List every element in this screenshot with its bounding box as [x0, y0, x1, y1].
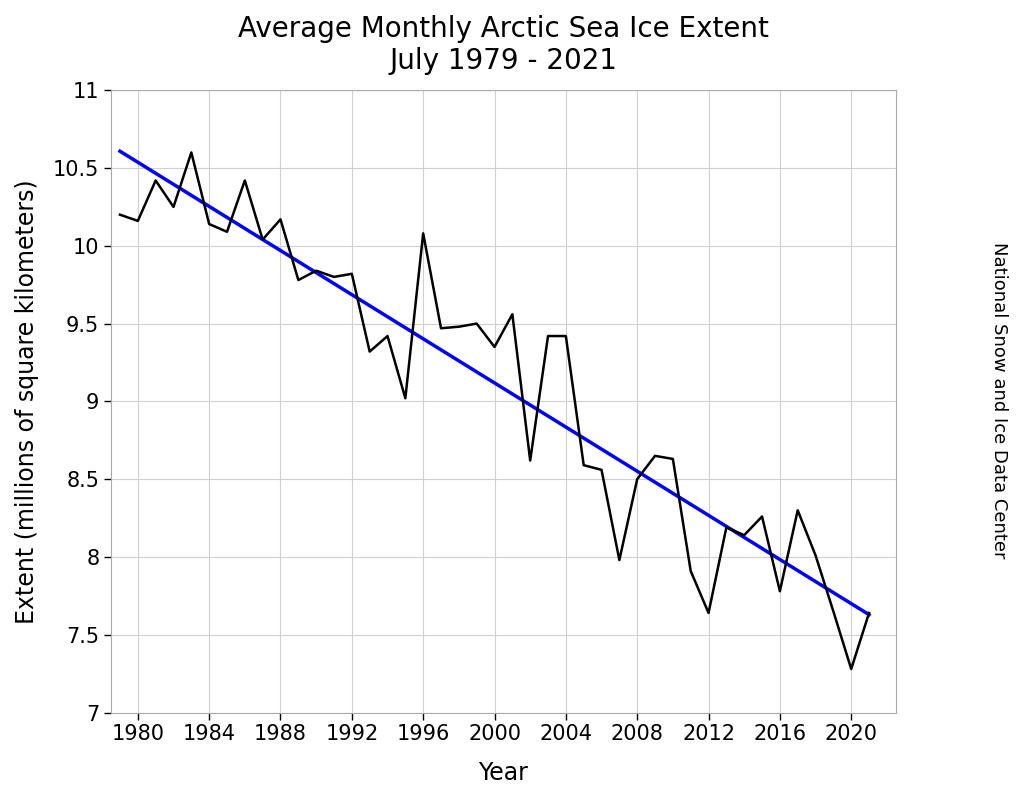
X-axis label: Year: Year: [478, 761, 529, 785]
Title: Average Monthly Arctic Sea Ice Extent
July 1979 - 2021: Average Monthly Arctic Sea Ice Extent Ju…: [238, 15, 769, 75]
Y-axis label: Extent (millions of square kilometers): Extent (millions of square kilometers): [14, 179, 39, 624]
Text: National Snow and Ice Data Center: National Snow and Ice Data Center: [989, 242, 1008, 558]
